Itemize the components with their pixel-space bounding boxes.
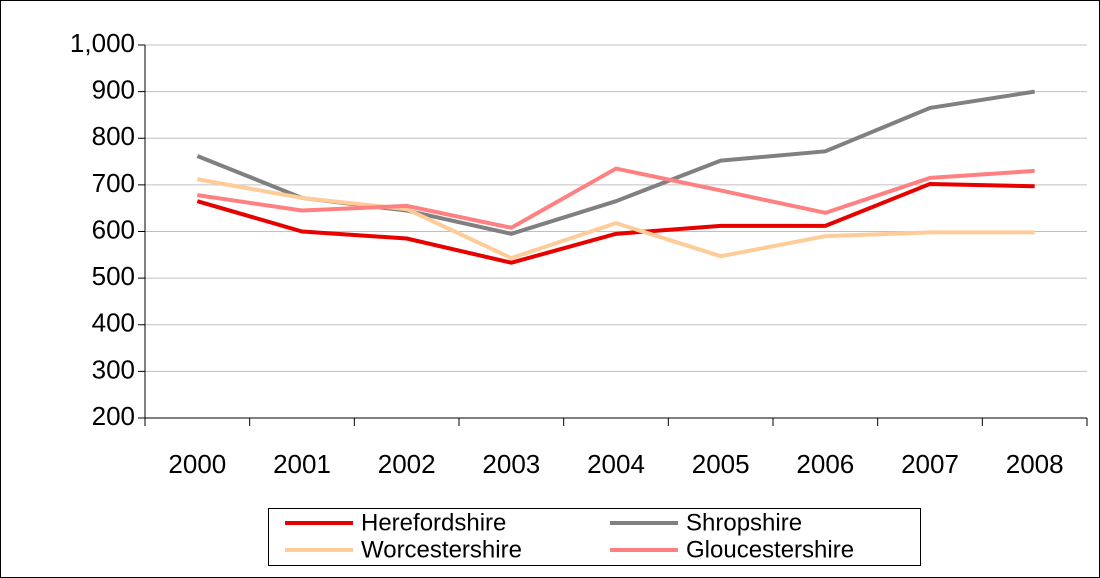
x-tick-label: 2005 — [692, 449, 750, 479]
legend-label: Shropshire — [686, 509, 802, 536]
y-tick-label: 400 — [92, 308, 135, 338]
series-line — [196, 177, 1035, 261]
x-tick-label: 2004 — [587, 449, 645, 479]
y-tick-label: 900 — [92, 75, 135, 105]
y-tick-label: 700 — [92, 168, 135, 198]
series-line — [196, 181, 1035, 265]
x-tick-label: 2003 — [482, 449, 540, 479]
y-tick-label: 1,000 — [70, 28, 135, 58]
x-tick-label: 2001 — [273, 449, 331, 479]
x-tick-label: 2008 — [1006, 449, 1064, 479]
y-tick-label: 500 — [92, 261, 135, 291]
y-tick-label: 600 — [92, 214, 135, 244]
y-tick-label: 200 — [92, 401, 135, 431]
y-tick-label: 800 — [92, 121, 135, 151]
legend-box — [268, 508, 921, 566]
x-tick-label: 2002 — [378, 449, 436, 479]
legend-label: Herefordshire — [361, 509, 506, 536]
x-tick-label: 2007 — [901, 449, 959, 479]
x-tick-label: 2006 — [796, 449, 854, 479]
legend-label: Worcestershire — [361, 536, 522, 563]
series-line — [197, 166, 1035, 230]
y-tick-label: 300 — [92, 354, 135, 384]
legend-label: Gloucestershire — [686, 536, 854, 563]
x-tick-label: 2000 — [168, 449, 226, 479]
